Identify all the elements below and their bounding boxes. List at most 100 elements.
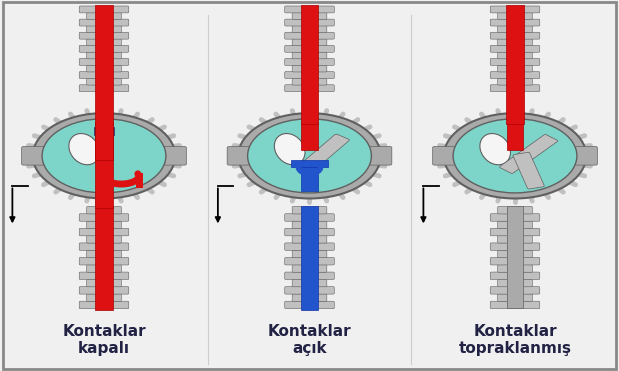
FancyBboxPatch shape: [498, 52, 532, 59]
Circle shape: [42, 119, 166, 193]
FancyBboxPatch shape: [285, 6, 334, 13]
FancyBboxPatch shape: [227, 147, 249, 165]
FancyBboxPatch shape: [292, 250, 327, 258]
FancyBboxPatch shape: [285, 301, 334, 309]
FancyBboxPatch shape: [498, 78, 532, 85]
FancyBboxPatch shape: [490, 257, 540, 265]
FancyBboxPatch shape: [285, 243, 334, 250]
FancyBboxPatch shape: [292, 26, 327, 33]
FancyBboxPatch shape: [285, 85, 334, 92]
FancyBboxPatch shape: [79, 32, 129, 39]
FancyBboxPatch shape: [292, 65, 327, 72]
FancyBboxPatch shape: [285, 257, 334, 265]
Text: Kontaklar
kapalı: Kontaklar kapalı: [62, 324, 146, 356]
FancyBboxPatch shape: [87, 65, 121, 72]
Bar: [507, 122, 523, 150]
FancyBboxPatch shape: [490, 45, 540, 52]
FancyBboxPatch shape: [87, 13, 121, 19]
FancyBboxPatch shape: [498, 236, 532, 243]
Text: Kontaklar
açık: Kontaklar açık: [267, 324, 352, 356]
Bar: [96, 6, 112, 91]
Bar: [95, 206, 113, 310]
FancyBboxPatch shape: [490, 301, 540, 309]
FancyBboxPatch shape: [87, 250, 121, 258]
FancyBboxPatch shape: [490, 6, 540, 13]
FancyBboxPatch shape: [575, 147, 597, 165]
Bar: [301, 163, 318, 191]
FancyBboxPatch shape: [87, 207, 121, 214]
FancyBboxPatch shape: [490, 287, 540, 294]
Bar: [291, 160, 328, 167]
FancyBboxPatch shape: [498, 250, 532, 258]
FancyBboxPatch shape: [79, 72, 129, 79]
FancyBboxPatch shape: [79, 19, 129, 26]
FancyBboxPatch shape: [87, 279, 121, 287]
FancyBboxPatch shape: [490, 228, 540, 236]
FancyBboxPatch shape: [490, 85, 540, 92]
Ellipse shape: [480, 134, 511, 165]
Bar: [301, 5, 318, 124]
FancyBboxPatch shape: [87, 26, 121, 33]
FancyBboxPatch shape: [292, 221, 327, 229]
FancyBboxPatch shape: [498, 39, 532, 46]
FancyBboxPatch shape: [292, 279, 327, 287]
FancyBboxPatch shape: [79, 272, 129, 279]
FancyBboxPatch shape: [490, 72, 540, 79]
FancyBboxPatch shape: [285, 272, 334, 279]
FancyBboxPatch shape: [79, 214, 129, 221]
FancyBboxPatch shape: [498, 294, 532, 301]
Bar: [95, 5, 113, 160]
FancyBboxPatch shape: [292, 78, 327, 85]
FancyBboxPatch shape: [498, 13, 532, 19]
FancyBboxPatch shape: [79, 228, 129, 236]
FancyBboxPatch shape: [292, 207, 327, 214]
FancyBboxPatch shape: [500, 135, 558, 173]
FancyBboxPatch shape: [87, 39, 121, 46]
FancyBboxPatch shape: [285, 45, 334, 52]
FancyBboxPatch shape: [498, 279, 532, 287]
FancyBboxPatch shape: [490, 214, 540, 221]
FancyBboxPatch shape: [285, 214, 334, 221]
Circle shape: [238, 113, 381, 198]
FancyBboxPatch shape: [292, 236, 327, 243]
FancyBboxPatch shape: [79, 6, 129, 13]
FancyBboxPatch shape: [433, 147, 455, 165]
Bar: [301, 206, 318, 308]
FancyBboxPatch shape: [87, 221, 121, 229]
FancyBboxPatch shape: [498, 265, 532, 272]
FancyBboxPatch shape: [490, 19, 540, 26]
Bar: [507, 206, 523, 308]
FancyBboxPatch shape: [164, 147, 186, 165]
FancyBboxPatch shape: [285, 287, 334, 294]
FancyBboxPatch shape: [285, 59, 334, 65]
FancyBboxPatch shape: [87, 294, 121, 301]
FancyBboxPatch shape: [301, 134, 349, 170]
FancyBboxPatch shape: [87, 52, 121, 59]
FancyBboxPatch shape: [79, 301, 129, 309]
Bar: [507, 206, 523, 308]
FancyBboxPatch shape: [79, 45, 129, 52]
FancyBboxPatch shape: [285, 32, 334, 39]
FancyBboxPatch shape: [79, 243, 129, 250]
FancyBboxPatch shape: [285, 72, 334, 79]
Text: Kontaklar
topraklanmış: Kontaklar topraklanmış: [459, 324, 571, 356]
FancyBboxPatch shape: [292, 52, 327, 59]
FancyBboxPatch shape: [490, 272, 540, 279]
FancyBboxPatch shape: [79, 287, 129, 294]
Bar: [95, 122, 113, 208]
Bar: [301, 206, 318, 310]
FancyBboxPatch shape: [490, 243, 540, 250]
Ellipse shape: [69, 134, 100, 165]
FancyBboxPatch shape: [513, 152, 544, 189]
FancyBboxPatch shape: [498, 207, 532, 214]
FancyBboxPatch shape: [3, 2, 616, 369]
FancyBboxPatch shape: [22, 147, 44, 165]
Circle shape: [248, 119, 371, 193]
Circle shape: [33, 113, 175, 198]
FancyBboxPatch shape: [490, 32, 540, 39]
FancyBboxPatch shape: [87, 236, 121, 243]
FancyBboxPatch shape: [292, 13, 327, 19]
Bar: [94, 127, 114, 135]
Bar: [301, 6, 318, 91]
FancyBboxPatch shape: [87, 265, 121, 272]
